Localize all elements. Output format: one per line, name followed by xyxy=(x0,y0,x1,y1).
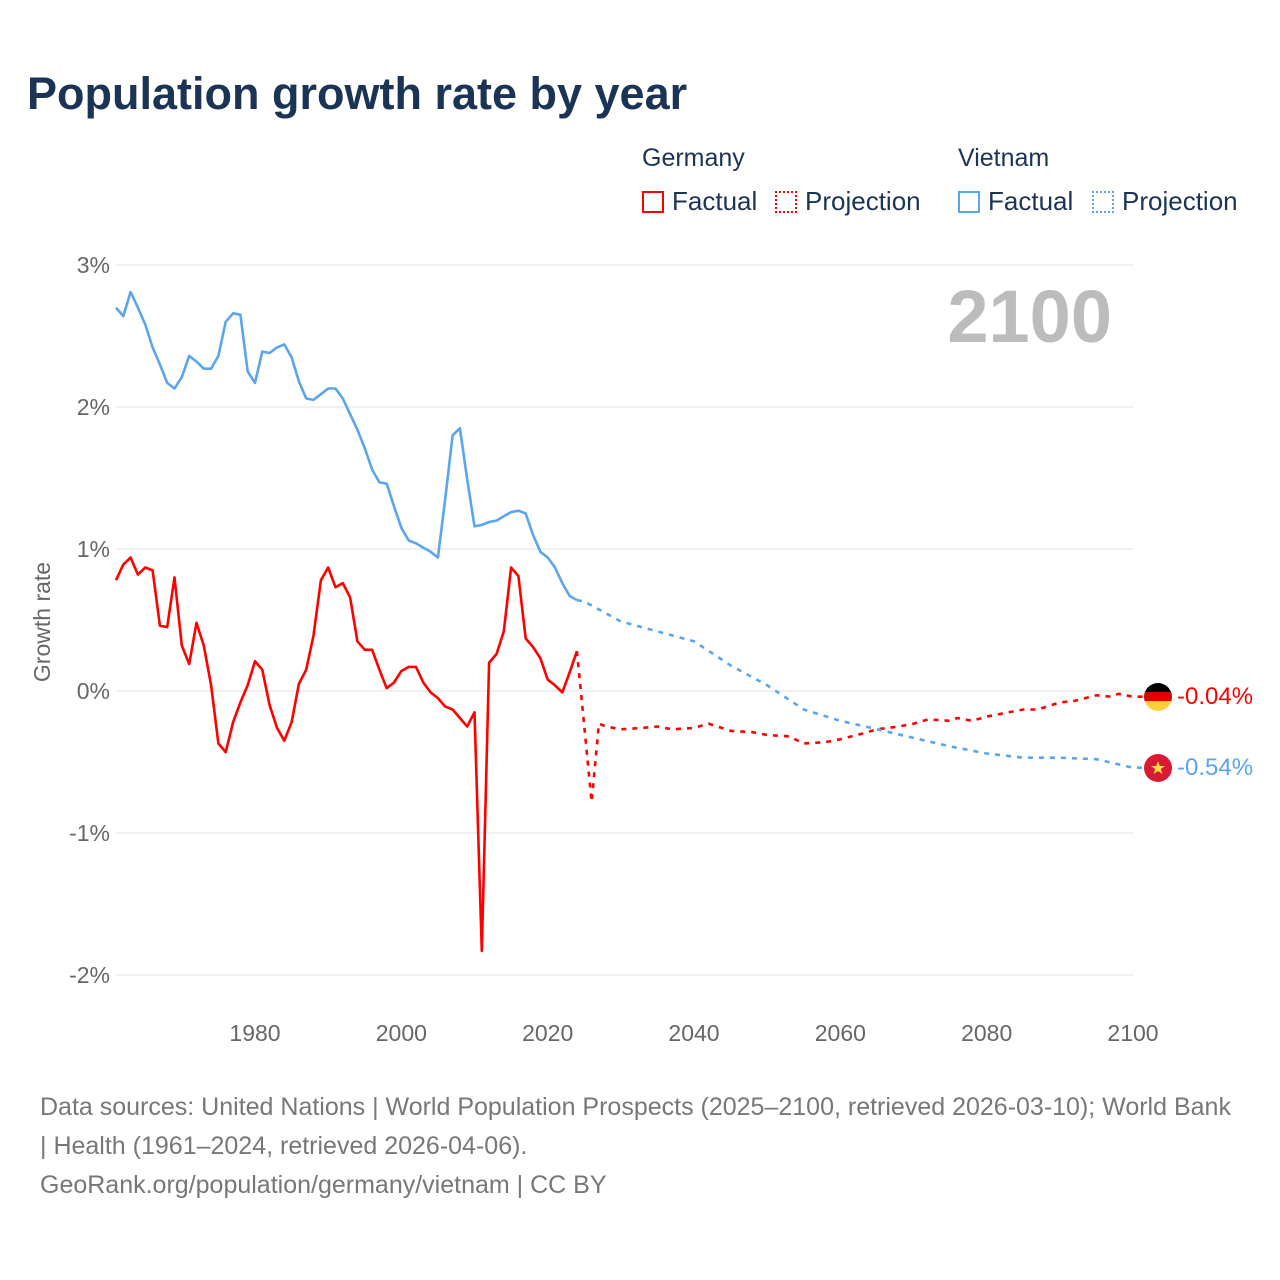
legend-solid-swatch-icon xyxy=(958,190,980,213)
x-tick-label: 2020 xyxy=(522,1020,573,1046)
legend-germany-heading: Germany xyxy=(642,144,745,172)
legend-dotted-swatch-icon xyxy=(1092,190,1114,213)
vietnam-end-label: -0.54% xyxy=(1177,754,1253,781)
legend-dotted-swatch-icon xyxy=(775,190,797,213)
legend-vietnam-heading: Vietnam xyxy=(958,144,1050,172)
y-tick-label: 0% xyxy=(77,678,110,704)
legend-germany-projection[interactable]: Projection xyxy=(775,186,921,217)
y-tick-label: 3% xyxy=(77,252,110,278)
credit-link[interactable]: GeoRank.org/population/germany/vietnam |… xyxy=(40,1171,607,1199)
x-tick-label: 1980 xyxy=(229,1020,280,1046)
y-axis-label: Growth rate xyxy=(29,562,55,682)
x-axis: 1980 2000 2020 2040 2060 2080 2100 xyxy=(229,1020,1158,1046)
legend-germany-factual[interactable]: Factual xyxy=(642,186,757,217)
vietnam-flag-icon xyxy=(1144,754,1172,782)
legend-label: Factual xyxy=(988,186,1074,216)
germany-flag-icon xyxy=(1144,683,1172,711)
germany-factual-line xyxy=(114,556,579,953)
x-tick-label: 2000 xyxy=(376,1020,427,1046)
series-lines xyxy=(114,290,1144,953)
y-tick-label: -2% xyxy=(69,962,110,988)
x-tick-label: 2080 xyxy=(961,1020,1012,1046)
year-display: 2100 xyxy=(947,275,1112,358)
chart-title: Population growth rate by year xyxy=(27,68,688,119)
footer: Data sources: United Nations | World Pop… xyxy=(40,1088,1240,1205)
x-tick-label: 2060 xyxy=(815,1020,866,1046)
legend-label: Projection xyxy=(1122,186,1238,216)
x-tick-label: 2040 xyxy=(668,1020,719,1046)
legend-label: Factual xyxy=(672,186,758,216)
legend-solid-swatch-icon xyxy=(642,190,664,213)
y-tick-label: 2% xyxy=(77,394,110,420)
data-sources: Data sources: United Nations | World Pop… xyxy=(40,1093,1231,1160)
vietnam-factual-line xyxy=(115,290,578,602)
germany-projection-line xyxy=(575,651,1144,802)
legend-vietnam-factual[interactable]: Factual xyxy=(958,186,1073,217)
legend-label: Projection xyxy=(805,186,921,216)
y-tick-label: 1% xyxy=(77,536,110,562)
x-tick-label: 2100 xyxy=(1107,1020,1158,1046)
y-axis: 3% 2% 1% 0% -1% -2% xyxy=(69,252,110,988)
legend-vietnam-projection[interactable]: Projection xyxy=(1092,186,1238,217)
germany-end-label: -0.04% xyxy=(1177,683,1253,710)
y-tick-label: -1% xyxy=(69,820,110,846)
vietnam-projection-line xyxy=(576,598,1144,769)
grid xyxy=(116,264,1133,976)
